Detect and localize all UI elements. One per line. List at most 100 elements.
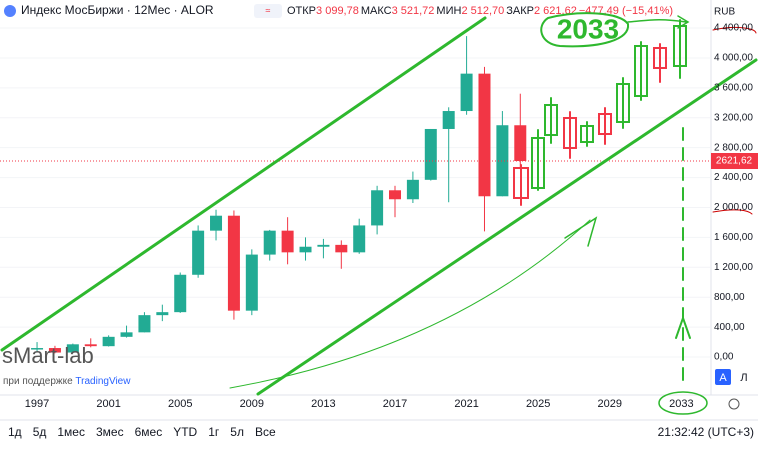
candle-body <box>460 73 473 112</box>
sketch-candle <box>616 77 630 129</box>
symbol-icon <box>4 5 16 17</box>
timeframe-button[interactable]: 1мес <box>57 425 85 439</box>
candle-body <box>353 225 366 253</box>
y-tick-label: 2 800,00 <box>714 142 753 153</box>
candle-body <box>66 344 79 353</box>
x-tick-label: 2029 <box>598 398 622 410</box>
clock: 21:32:42 (UTC+3) <box>658 425 754 439</box>
projected-candles <box>513 19 687 206</box>
candle-body <box>406 179 419 200</box>
compare-button[interactable] <box>254 4 282 18</box>
auto-button[interactable] <box>715 369 731 385</box>
log-label[interactable]: Л <box>740 372 747 384</box>
watermark: sMart-lab <box>2 343 94 368</box>
x-tick-label: 2009 <box>240 398 264 410</box>
settings-icon[interactable] <box>728 398 740 410</box>
candle-body <box>31 348 44 350</box>
sketch-candle <box>580 121 594 147</box>
label: МАКС <box>361 5 392 17</box>
candle-body <box>424 128 437 180</box>
candle-body <box>210 215 223 231</box>
label: ЗАКР <box>506 5 534 17</box>
text: при поддержке <box>3 376 73 387</box>
sketch-candle <box>673 19 687 79</box>
circle <box>658 391 708 415</box>
auto-label: A <box>719 372 727 384</box>
sketch-candle <box>598 107 612 145</box>
label: МИН <box>436 5 461 17</box>
timeframe-button[interactable]: 5л <box>230 425 244 439</box>
sketch-candle <box>653 43 667 83</box>
candle-body <box>227 215 240 311</box>
timeframe-button[interactable]: Все <box>255 425 276 439</box>
channel-line <box>0 16 487 352</box>
annotation: 2033 <box>557 13 619 44</box>
sketch-candle <box>531 129 545 191</box>
candle-body <box>102 336 115 347</box>
candle-body <box>335 244 348 253</box>
sketch-candle <box>513 164 529 206</box>
plot <box>0 27 710 358</box>
x-tick-label: 2017 <box>383 398 407 410</box>
candle-body <box>156 312 169 316</box>
candle-body <box>138 315 151 333</box>
candle-body <box>389 190 402 200</box>
y-tick-label: 1 200,00 <box>714 262 753 273</box>
x-tick-label: 1997 <box>25 398 49 410</box>
y-tick-label: 1 600,00 <box>714 232 753 243</box>
y-tick-label: 800,00 <box>714 292 745 303</box>
price-tag-label: 2621,62 <box>716 156 753 167</box>
timeframe-button[interactable]: 1г <box>208 425 220 439</box>
arrow <box>675 314 691 339</box>
value: 2 512,70 <box>461 5 504 17</box>
x-tick-label: 2005 <box>168 398 192 410</box>
x-tick-label: 2033 <box>669 398 693 410</box>
y-tick-label: 2 000,00 <box>714 202 753 213</box>
candle-body <box>317 244 330 247</box>
candle-body <box>478 73 491 197</box>
timeframe-button[interactable]: YTD <box>173 425 197 439</box>
timeframe-button[interactable]: 6мес <box>135 425 163 439</box>
sketch-candle <box>563 111 577 159</box>
y-tick-label: 3 600,00 <box>714 82 753 93</box>
channel-line <box>256 58 758 396</box>
trend-curve <box>229 219 591 389</box>
price-tag <box>711 153 758 170</box>
candle-body <box>299 246 312 253</box>
underline <box>712 26 757 34</box>
candle-body <box>120 332 133 337</box>
y-tick-label: 4 000,00 <box>714 53 753 64</box>
candle-body <box>84 344 97 347</box>
candle-body <box>496 125 509 197</box>
candle-body <box>245 254 258 311</box>
x-tick-label: 2021 <box>454 398 478 410</box>
arrow <box>564 216 598 247</box>
x-tick-label: 2001 <box>96 398 120 410</box>
candle-body <box>442 111 455 129</box>
candle-body <box>174 274 187 313</box>
y-tick-label: 0,00 <box>714 352 734 363</box>
candle-body <box>281 230 294 253</box>
timeframe-button[interactable]: 1д <box>8 425 22 439</box>
compare-icon: ≈ <box>266 5 271 15</box>
timeframe-button[interactable]: 3мес <box>96 425 124 439</box>
value: 3 099,78 <box>316 5 359 17</box>
timeframe-button[interactable]: 5д <box>33 425 47 439</box>
candle-body <box>514 125 527 162</box>
y-tick-label: 4 400,00 <box>714 23 753 34</box>
sketch-candle <box>634 41 648 101</box>
candle-body <box>263 230 276 255</box>
x-tick-label: 2013 <box>311 398 335 410</box>
y-tick-label: 2 400,00 <box>714 172 753 183</box>
label: ОТКР <box>287 5 316 17</box>
y-tick-label: 400,00 <box>714 322 745 333</box>
underline <box>712 209 753 215</box>
candle-body <box>371 190 384 226</box>
x-tick-label: 2025 <box>526 398 550 410</box>
currency[interactable]: RUB <box>714 7 735 18</box>
y-tick-label: 3 200,00 <box>714 112 753 123</box>
hand-drawing <box>0 12 758 415</box>
chart-title: Индекс МосБиржи · 12Мес · ALOR <box>21 3 214 17</box>
sketch-candle <box>544 97 558 144</box>
